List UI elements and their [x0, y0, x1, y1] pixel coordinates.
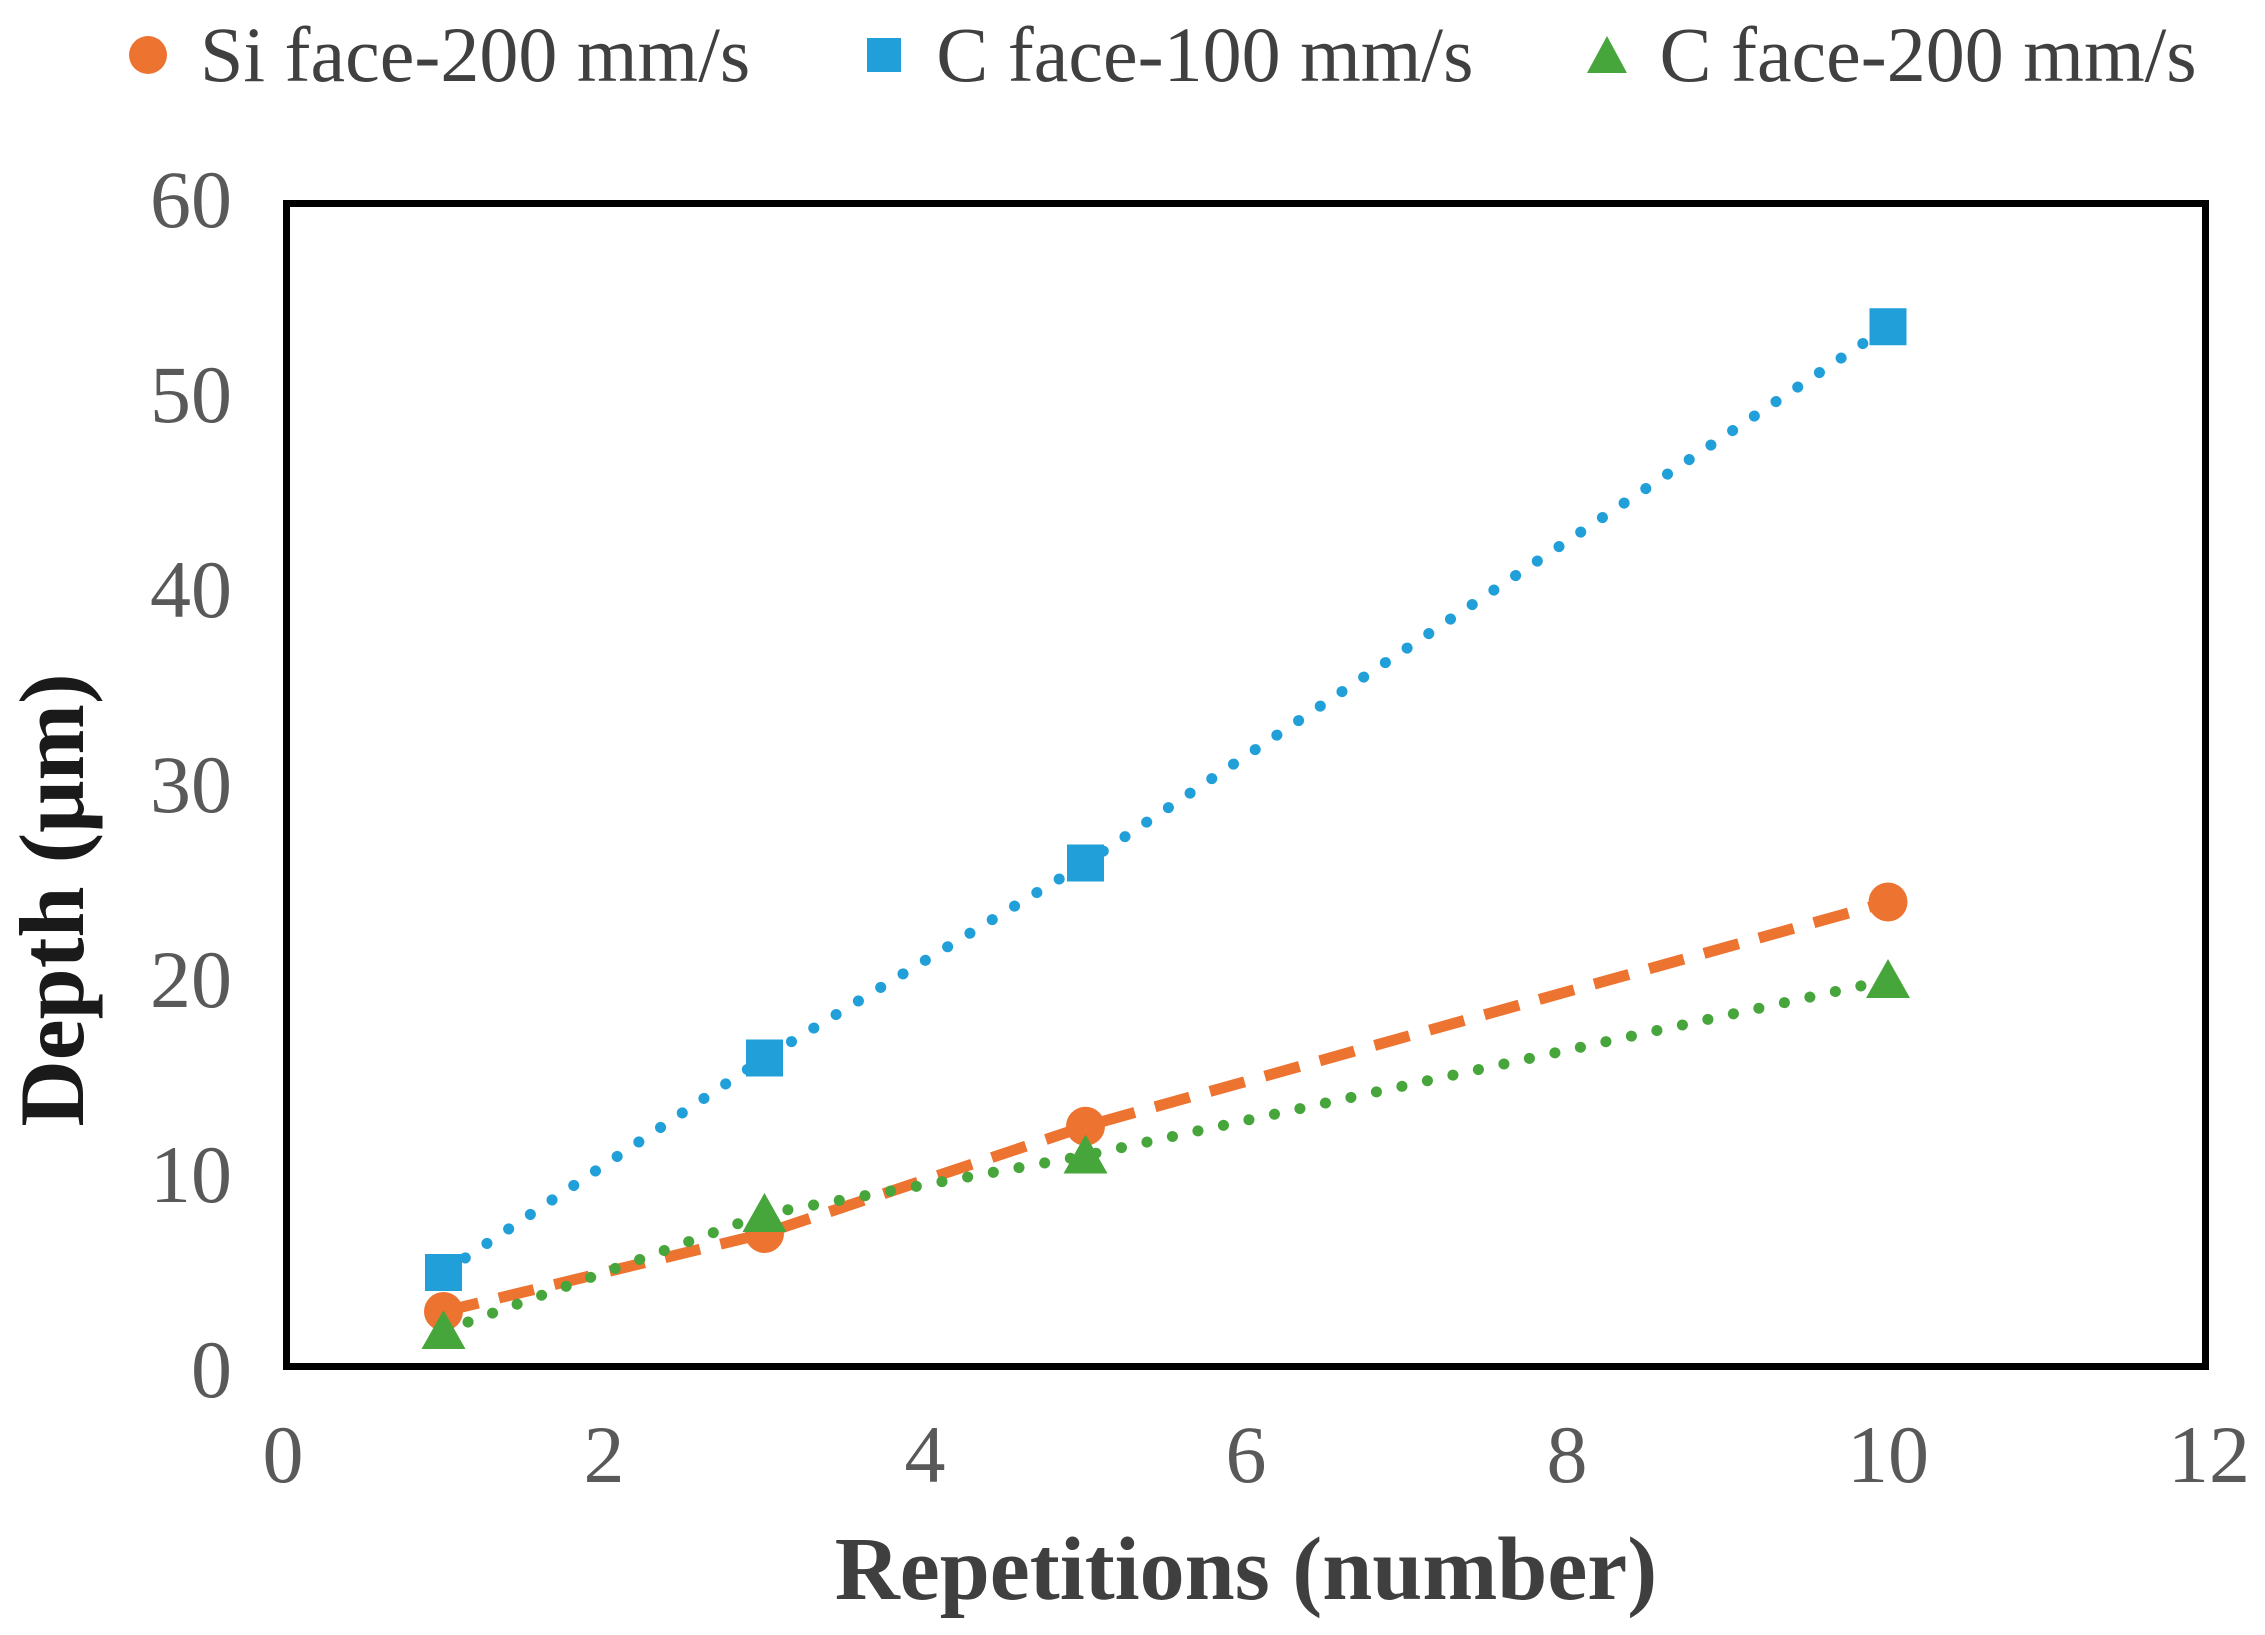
x-tick-label: 2	[583, 1409, 625, 1500]
y-tick-label: 40	[150, 544, 232, 635]
square-data-point	[1869, 308, 1907, 346]
y-tick-label: 50	[150, 349, 232, 440]
x-tick-label: 10	[1847, 1409, 1929, 1500]
y-tick-label: 60	[150, 154, 232, 245]
series-line-0	[442, 896, 1890, 1317]
circle-marker-icon	[126, 33, 170, 77]
x-tick-label: 8	[1546, 1409, 1588, 1500]
series-line-1	[438, 321, 1894, 1278]
x-tick-label: 4	[904, 1409, 946, 1500]
y-axis-title: Depth (μm)	[1, 673, 103, 1127]
plot-area	[283, 200, 2209, 1370]
y-tick-label: 20	[150, 934, 232, 1025]
x-tick-label: 6	[1225, 1409, 1267, 1500]
circle-data-point	[1868, 882, 1908, 922]
legend-label: C face-200 mm/s	[1659, 11, 2197, 98]
triangle-marker-icon	[1585, 33, 1629, 77]
legend-label: C face-100 mm/s	[936, 11, 1474, 98]
legend-label: Si face-200 mm/s	[200, 11, 751, 98]
y-tick-label: 0	[191, 1324, 232, 1415]
x-tick-label: 12	[2168, 1409, 2250, 1500]
square-data-point	[746, 1039, 783, 1077]
x-tick-label: 0	[262, 1409, 304, 1500]
triangle-data-point	[421, 1310, 466, 1349]
y-tick-label: 10	[150, 1129, 232, 1220]
square-marker-icon	[862, 33, 906, 77]
triangle-data-point	[1866, 959, 1910, 998]
triangle-data-point	[1063, 1134, 1108, 1174]
x-axis-title: Repetitions (number)	[834, 1520, 1658, 1619]
plot-frame	[283, 200, 2209, 1370]
legend-item-si-face-200: Si face-200 mm/s	[126, 10, 750, 100]
triangle-data-point	[742, 1193, 787, 1232]
legend: Si face-200 mm/s C face-100 mm/s C face-…	[126, 10, 2197, 100]
legend-item-c-face-200: C face-200 mm/s	[1585, 10, 2197, 100]
series-line-2	[438, 974, 1894, 1337]
legend-item-c-face-100: C face-100 mm/s	[862, 10, 1473, 100]
circle-data-point	[1066, 1106, 1105, 1146]
y-tick-label: 30	[150, 739, 232, 830]
square-data-point	[1067, 844, 1104, 882]
square-data-point	[425, 1254, 462, 1291]
